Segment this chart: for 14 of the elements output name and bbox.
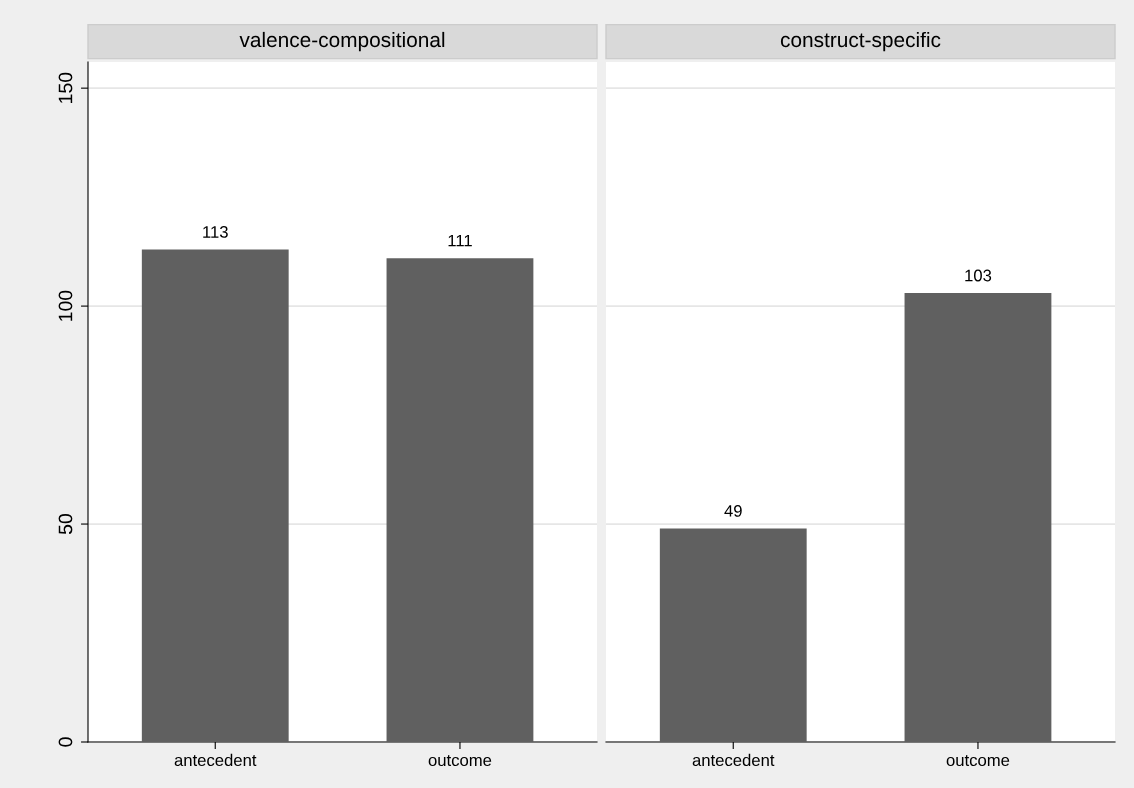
x-tick-label: antecedent <box>174 753 257 767</box>
x-tick-label: outcome <box>428 755 492 767</box>
y-tick-label: 50 <box>58 514 73 535</box>
chart-title: valence-compositional <box>239 31 445 52</box>
y-tick-label: 150 <box>58 72 73 103</box>
y-tick-label: 100 <box>58 290 73 321</box>
y-tick-label: 0 <box>58 737 73 747</box>
data-label: 49 <box>724 504 742 517</box>
data-label: 113 <box>203 226 228 238</box>
x-tick-label: antecedent <box>692 753 775 767</box>
data-label: 111 <box>448 234 472 247</box>
x-tick-label: outcome <box>946 755 1010 767</box>
chart-title: construct-specific <box>780 31 941 52</box>
data-label: 103 <box>965 269 992 282</box>
